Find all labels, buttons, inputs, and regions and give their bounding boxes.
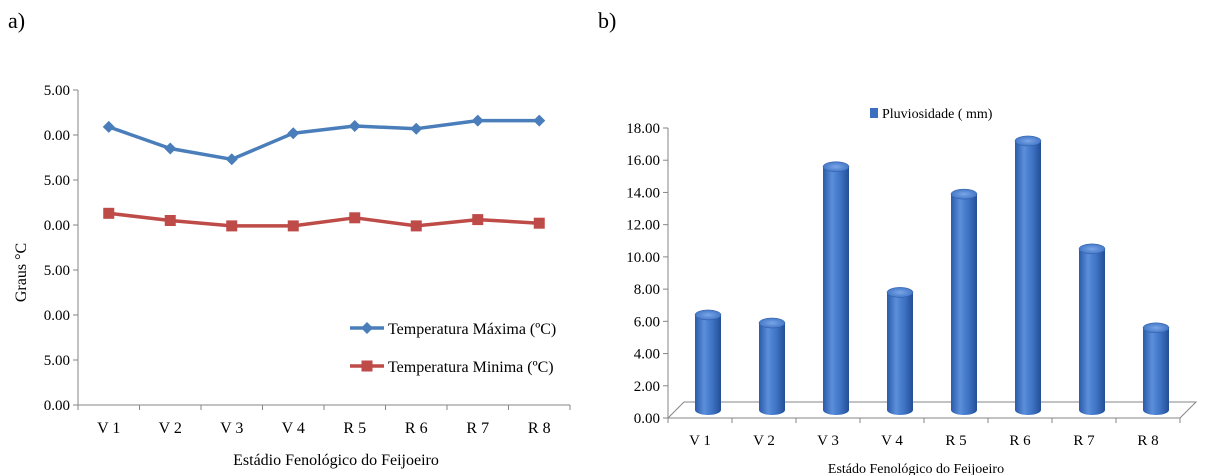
bar-body xyxy=(759,323,785,415)
bar-body xyxy=(823,166,849,415)
x-tick-label: R 8 xyxy=(1137,433,1158,449)
data-point xyxy=(410,220,422,232)
x-tick-label: V 3 xyxy=(220,420,243,437)
data-point xyxy=(287,127,300,140)
y-axis-title: Graus °C xyxy=(13,243,30,302)
bar-cap xyxy=(694,309,722,321)
bar xyxy=(758,317,786,415)
bar-body xyxy=(1079,248,1105,415)
y-tick-label: 0.00 xyxy=(44,128,70,144)
data-point xyxy=(471,114,484,127)
data-point xyxy=(472,214,484,226)
legend-marker xyxy=(361,360,373,372)
bar xyxy=(822,161,850,415)
y-tick-label: 5.00 xyxy=(44,83,70,99)
data-point xyxy=(533,217,545,229)
x-tick-label: R 7 xyxy=(1073,433,1095,449)
data-point xyxy=(410,122,423,135)
series-line xyxy=(108,118,540,162)
bar xyxy=(1014,135,1042,415)
bar-cap xyxy=(1014,135,1042,147)
bar-body xyxy=(951,194,977,415)
x-tick-label: R 5 xyxy=(343,420,366,437)
data-point xyxy=(287,220,299,232)
bar-body xyxy=(1143,327,1169,415)
y-tick-label: 18.00 xyxy=(626,121,660,137)
y-tick-label: 6.00 xyxy=(634,314,660,330)
x-tick-label: V 4 xyxy=(282,420,305,437)
y-tick-label: 0.00 xyxy=(634,411,660,427)
bar xyxy=(1078,243,1106,415)
x-tick-label: R 6 xyxy=(1009,433,1031,449)
y-tick-label: 2.00 xyxy=(634,379,660,395)
data-point xyxy=(164,215,176,226)
bar-cap xyxy=(950,188,978,200)
data-point xyxy=(164,142,177,155)
bar-cap xyxy=(758,317,786,329)
x-tick-label: V 1 xyxy=(97,420,120,437)
bar-body xyxy=(1015,140,1041,415)
data-point xyxy=(226,220,238,232)
x-tick-label: V 2 xyxy=(753,433,775,449)
data-point xyxy=(102,120,115,133)
data-point xyxy=(225,153,238,166)
x-axis-title: Estádo Fenológico do Feijoeiro xyxy=(828,462,1004,475)
bar-cap xyxy=(1078,243,1106,255)
bar-cap xyxy=(886,287,914,298)
panel-label-a: a) xyxy=(8,8,26,33)
data-point xyxy=(103,207,115,219)
legend-label: Pluviosidade ( mm) xyxy=(882,107,993,122)
y-tick-label: 12.00 xyxy=(626,218,660,234)
x-tick-label: V 1 xyxy=(689,433,711,449)
series-line xyxy=(108,211,540,228)
y-tick-label: 5.00 xyxy=(44,173,70,189)
bar-body xyxy=(695,314,721,415)
x-tick-label: R 6 xyxy=(405,420,428,437)
data-point xyxy=(533,114,546,127)
bar-cap xyxy=(822,161,850,172)
x-tick-label: V 2 xyxy=(159,420,182,437)
panel-label-b: b) xyxy=(598,8,617,33)
x-axis-title: Estádio Fenológico do Feijoeiro xyxy=(233,452,439,469)
x-tick-label: R 7 xyxy=(466,420,489,437)
y-tick-label: 16.00 xyxy=(626,153,660,169)
bar xyxy=(1142,322,1170,415)
bar xyxy=(950,188,978,415)
legend-label: Temperatura Máxima (ºC) xyxy=(388,321,556,338)
y-tick-label: 0.00 xyxy=(44,398,70,414)
y-tick-label: 14.00 xyxy=(626,185,660,201)
bar xyxy=(886,287,914,415)
y-tick-label: 4.00 xyxy=(634,347,660,363)
x-tick-label: R 8 xyxy=(528,420,551,437)
bar-cap xyxy=(1142,322,1170,334)
legend-marker xyxy=(870,108,878,118)
y-tick-label: 0.00 xyxy=(44,218,70,234)
data-point xyxy=(349,212,361,224)
bar-body xyxy=(887,292,913,415)
x-tick-label: R 5 xyxy=(945,433,966,449)
x-tick-label: V 4 xyxy=(881,433,903,449)
x-tick-label: V 3 xyxy=(817,433,839,449)
bar xyxy=(694,309,722,415)
y-tick-label: 5.00 xyxy=(44,353,70,369)
chart-floor xyxy=(666,401,1198,419)
data-point xyxy=(348,120,361,132)
y-tick-label: 10.00 xyxy=(626,250,660,266)
y-tick-label: 5.00 xyxy=(44,263,70,279)
legend-label: Temperatura Minima (ºC) xyxy=(388,359,554,376)
y-tick-label: 8.00 xyxy=(634,282,660,298)
legend-marker xyxy=(361,322,373,334)
y-tick-label: 0.00 xyxy=(44,308,70,324)
